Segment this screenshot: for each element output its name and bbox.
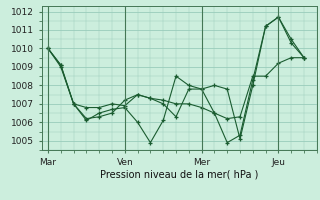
X-axis label: Pression niveau de la mer( hPa ): Pression niveau de la mer( hPa ) [100, 169, 258, 179]
